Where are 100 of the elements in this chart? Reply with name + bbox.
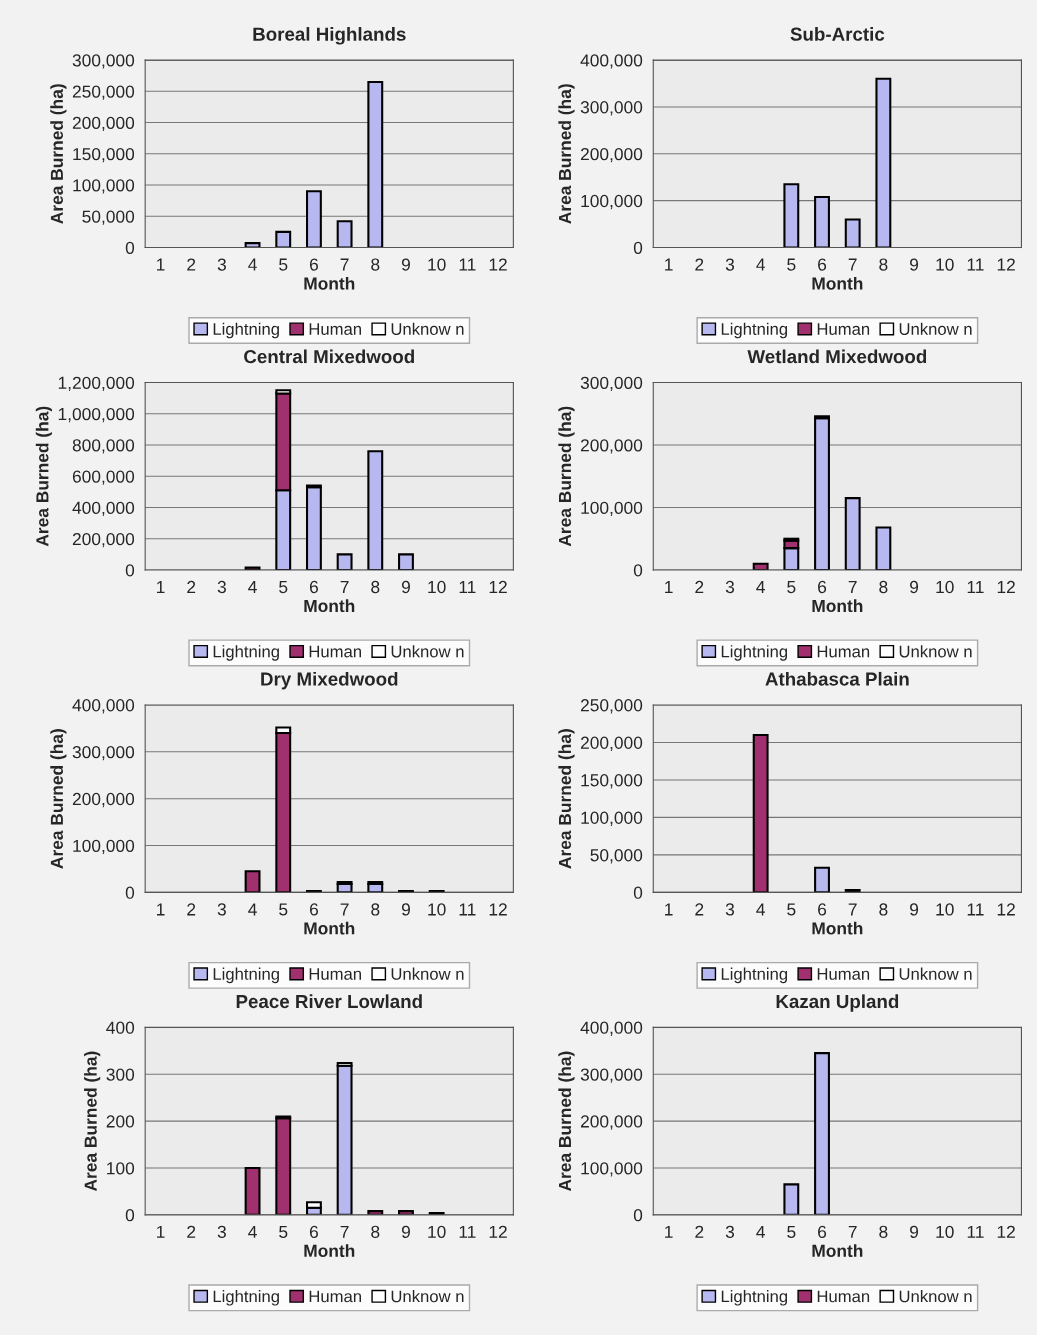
x-tick-label: 12 — [997, 1225, 1015, 1238]
x-tick-label: 4 — [248, 581, 257, 593]
chart-title: Boreal Highlands — [253, 27, 406, 45]
x-tick-label: 11 — [459, 903, 476, 916]
x-tick-label: 4 — [756, 258, 765, 271]
y-tick-label: 200,000 — [72, 792, 135, 808]
x-tick-label: 1 — [665, 903, 673, 916]
x-tick-label: 8 — [371, 903, 380, 916]
x-tick-label: 5 — [279, 258, 288, 271]
x-tick-label: 9 — [401, 1225, 410, 1239]
y-axis-title: Area Burned (ha) — [35, 406, 52, 547]
x-tick-label: 4 — [756, 1225, 765, 1238]
y-tick-label: 50,000 — [82, 210, 135, 225]
y-tick-label: 400,000 — [580, 1021, 643, 1036]
x-tick-label: 11 — [967, 1225, 984, 1238]
x-axis-title: Month — [812, 921, 863, 935]
legend-label: Unknow n — [391, 645, 464, 658]
x-tick-label: 4 — [248, 1225, 257, 1238]
x-tick-label: 3 — [725, 1225, 735, 1239]
x-tick-label: 2 — [695, 258, 704, 271]
x-tick-label: 10 — [936, 903, 954, 916]
x-tick-label: 1 — [665, 1225, 673, 1238]
x-tick-label: 2 — [187, 903, 196, 916]
x-tick-label: 10 — [936, 1225, 954, 1239]
legend-label: Human — [817, 323, 870, 335]
x-tick-label: 11 — [967, 258, 984, 271]
x-tick-label: 4 — [248, 258, 257, 271]
x-tick-label: 3 — [725, 903, 735, 916]
y-tick-label: 200,000 — [72, 116, 135, 132]
x-tick-label: 1 — [157, 581, 165, 593]
x-tick-label: 1 — [157, 1225, 165, 1238]
y-tick-label: 0 — [633, 1209, 643, 1222]
legend-label: Lightning — [213, 1290, 279, 1306]
x-tick-label: 12 — [997, 258, 1015, 271]
x-tick-label: 8 — [371, 580, 380, 594]
x-tick-label: 9 — [401, 258, 410, 271]
x-tick-label: 5 — [279, 903, 288, 916]
y-tick-label: 200,000 — [580, 147, 643, 163]
x-tick-label: 6 — [309, 258, 318, 271]
y-tick-label: 200,000 — [72, 532, 135, 548]
y-tick-label: 50,000 — [590, 849, 643, 864]
y-tick-label: 800,000 — [72, 439, 135, 454]
x-tick-label: 9 — [401, 580, 410, 594]
x-axis-title: Month — [812, 599, 863, 613]
x-tick-label: 6 — [818, 903, 827, 916]
y-tick-label: 300,000 — [580, 1068, 643, 1083]
x-tick-label: 10 — [428, 580, 446, 594]
x-tick-label: 12 — [489, 580, 507, 593]
x-tick-label: 6 — [309, 1225, 318, 1239]
y-tick-label: 0 — [125, 241, 135, 254]
y-axis-title: Area Burned (ha) — [50, 729, 67, 869]
x-tick-label: 5 — [787, 903, 796, 916]
x-tick-label: 1 — [665, 581, 673, 593]
y-tick-label: 0 — [125, 1209, 135, 1222]
x-tick-label: 10 — [936, 258, 954, 271]
legend-label: Lightning — [721, 322, 788, 339]
chart-title: Central Mixedwood — [244, 349, 414, 364]
y-tick-label: 0 — [125, 564, 135, 577]
y-tick-label: 200,000 — [580, 1115, 643, 1130]
y-tick-label: 100,000 — [581, 811, 643, 826]
x-tick-label: 10 — [428, 258, 446, 271]
x-tick-label: 2 — [187, 580, 196, 593]
x-tick-label: 3 — [217, 258, 226, 271]
x-tick-label: 8 — [879, 1225, 888, 1239]
x-tick-label: 4 — [756, 581, 765, 593]
x-tick-label: 9 — [910, 1225, 919, 1239]
x-tick-label: 6 — [309, 580, 318, 594]
legend-label: Unknow n — [391, 967, 464, 980]
x-tick-label: 8 — [879, 580, 888, 594]
x-axis-title: Month — [812, 1244, 863, 1257]
legend-label: Human — [817, 645, 870, 658]
x-tick-label: 10 — [428, 903, 446, 916]
x-tick-label: 5 — [787, 258, 796, 271]
x-axis-title: Month — [304, 599, 355, 613]
legend-label: Human — [309, 323, 361, 335]
x-tick-label: 8 — [371, 258, 380, 271]
x-tick-label: 7 — [848, 581, 857, 593]
x-tick-label: 9 — [401, 903, 410, 916]
legend-label: Lightning — [213, 322, 279, 339]
legend-label: Human — [817, 1290, 870, 1303]
y-axis-title: Area Burned (ha) — [50, 84, 67, 224]
x-tick-label: 1 — [665, 258, 673, 271]
y-axis-title: Area Burned (ha) — [558, 729, 575, 869]
x-axis-title: Month — [304, 276, 355, 290]
y-tick-label: 400,000 — [580, 54, 643, 69]
x-tick-label: 2 — [187, 258, 196, 271]
y-tick-label: 100,000 — [581, 1162, 643, 1177]
x-tick-label: 3 — [217, 1225, 226, 1239]
x-tick-label: 10 — [428, 1225, 446, 1239]
legend-label: Lightning — [213, 967, 279, 984]
x-tick-label: 8 — [879, 258, 888, 271]
y-tick-label: 400,000 — [72, 501, 135, 516]
y-axis-title: Area Burned (ha) — [558, 84, 575, 224]
legend-label: Unknow n — [899, 1290, 972, 1303]
legend-label: Lightning — [213, 645, 279, 661]
x-tick-label: 8 — [879, 903, 888, 916]
x-tick-label: 2 — [695, 1225, 704, 1238]
legend-label: Human — [309, 1290, 361, 1303]
chart-title: Peace River Lowland — [236, 994, 422, 1009]
x-tick-label: 6 — [309, 903, 318, 916]
